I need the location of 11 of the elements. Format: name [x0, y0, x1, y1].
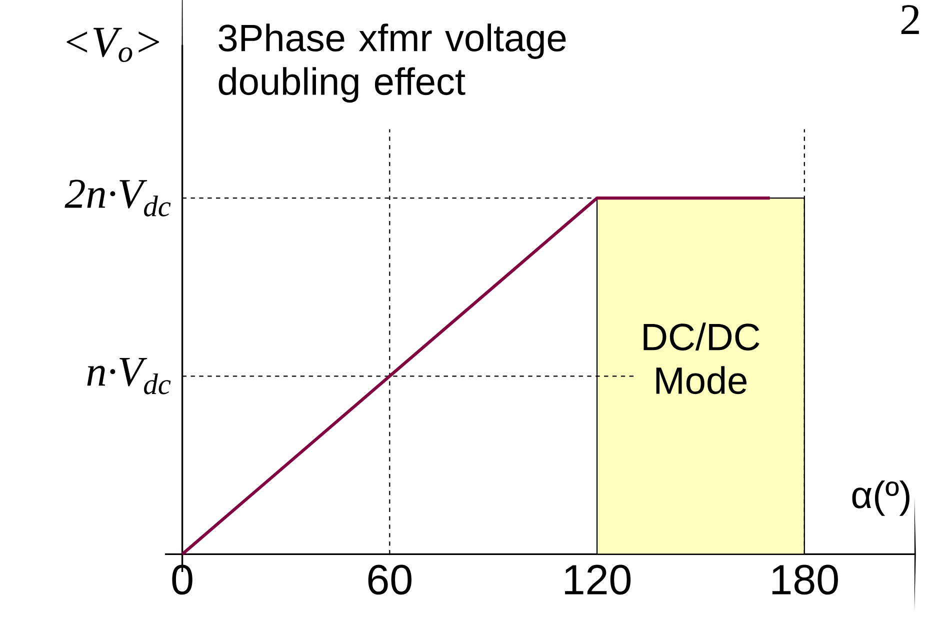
x-tick-label: 180 [772, 564, 838, 595]
ref-line-label: n·V$_{dc}$ [87, 358, 171, 394]
band-label: DC/DC Mode [644, 322, 760, 394]
y-axis-title: <V$_{o}$> [66, 28, 160, 62]
chart-title: 3Phase xfmr voltage doubling effect [218, 24, 566, 103]
x-tick-label: 60 [368, 564, 412, 595]
x-tick-label: 0 [172, 564, 192, 595]
x-tick-label: 120 [565, 564, 631, 595]
text: 2 [901, 5, 919, 34]
ref-line-label: 2n·V$_{dc}$ [64, 180, 171, 216]
x-axis-title: α(º) [852, 480, 910, 516]
